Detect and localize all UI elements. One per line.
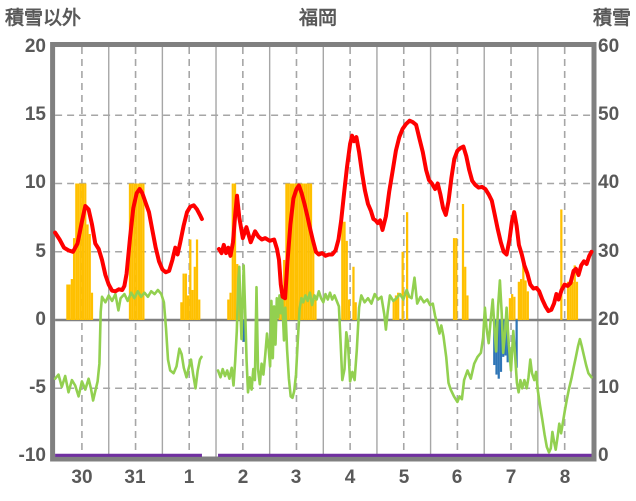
right-tick-30: 30 [598, 241, 620, 262]
left-tick-5: 5 [35, 241, 46, 262]
right-tick-10: 10 [598, 377, 620, 398]
day-label-7: 7 [505, 467, 517, 488]
left-tick-0: 0 [35, 309, 46, 330]
chart-title: 福岡 [298, 8, 337, 29]
right-tick-50: 50 [598, 104, 620, 125]
day-label-1: 1 [183, 467, 195, 488]
plot-border [50, 42, 597, 462]
day-label-31: 31 [124, 467, 146, 488]
left-axis-title: 積雪以外 [5, 8, 82, 29]
left-tick-15: 15 [24, 104, 46, 125]
right-tick-0: 0 [598, 445, 609, 466]
left-tick-neg5: -5 [29, 377, 46, 398]
left-tick-20: 20 [24, 36, 46, 57]
left-tick-neg10: -10 [18, 445, 46, 466]
right-tick-60: 60 [598, 36, 620, 57]
right-tick-40: 40 [598, 172, 620, 193]
day-label-6: 6 [451, 467, 463, 488]
day-label-2: 2 [237, 467, 249, 488]
day-label-4: 4 [344, 467, 356, 488]
day-label-5: 5 [398, 467, 410, 488]
right-axis-title: 積雪 [592, 8, 631, 29]
day-label-8: 8 [559, 467, 571, 488]
red-line-series [53, 118, 594, 314]
right-tick-20: 20 [598, 309, 620, 330]
green-line-series [53, 264, 593, 454]
day-label-30: 30 [71, 467, 93, 488]
left-tick-10: 10 [24, 172, 46, 193]
day-label-3: 3 [290, 467, 302, 488]
